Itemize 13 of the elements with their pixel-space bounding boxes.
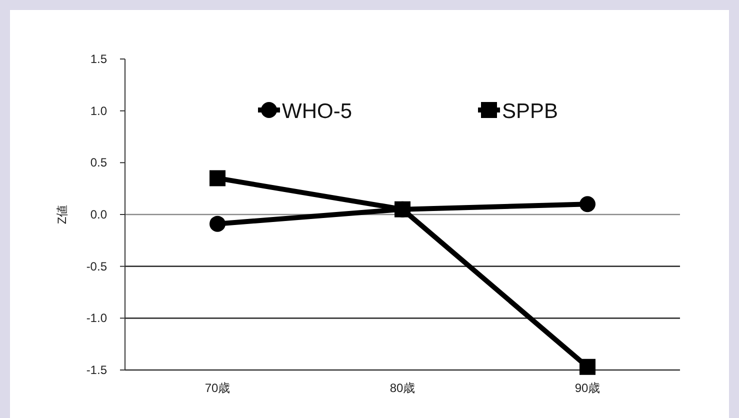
y-tick-label: 0.5 (90, 156, 108, 170)
legend-label: WHO-5 (282, 100, 352, 123)
y-tick-label: -0.5 (86, 259, 108, 274)
x-tick-label: 70歳 (204, 381, 230, 395)
y-tick-label: 1.5 (90, 52, 108, 66)
legend-label: SPPB (502, 100, 558, 123)
y-tick-label: -1.0 (86, 311, 108, 326)
y-tick-label: 0.0 (90, 208, 108, 222)
y-tick-label: -1.5 (86, 363, 108, 377)
x-tick-label: 80歳 (390, 381, 416, 395)
y-axis-title: Z値 (55, 204, 69, 224)
y-tick-label: 1.0 (90, 104, 108, 118)
x-tick-label: 90歳 (574, 381, 600, 395)
